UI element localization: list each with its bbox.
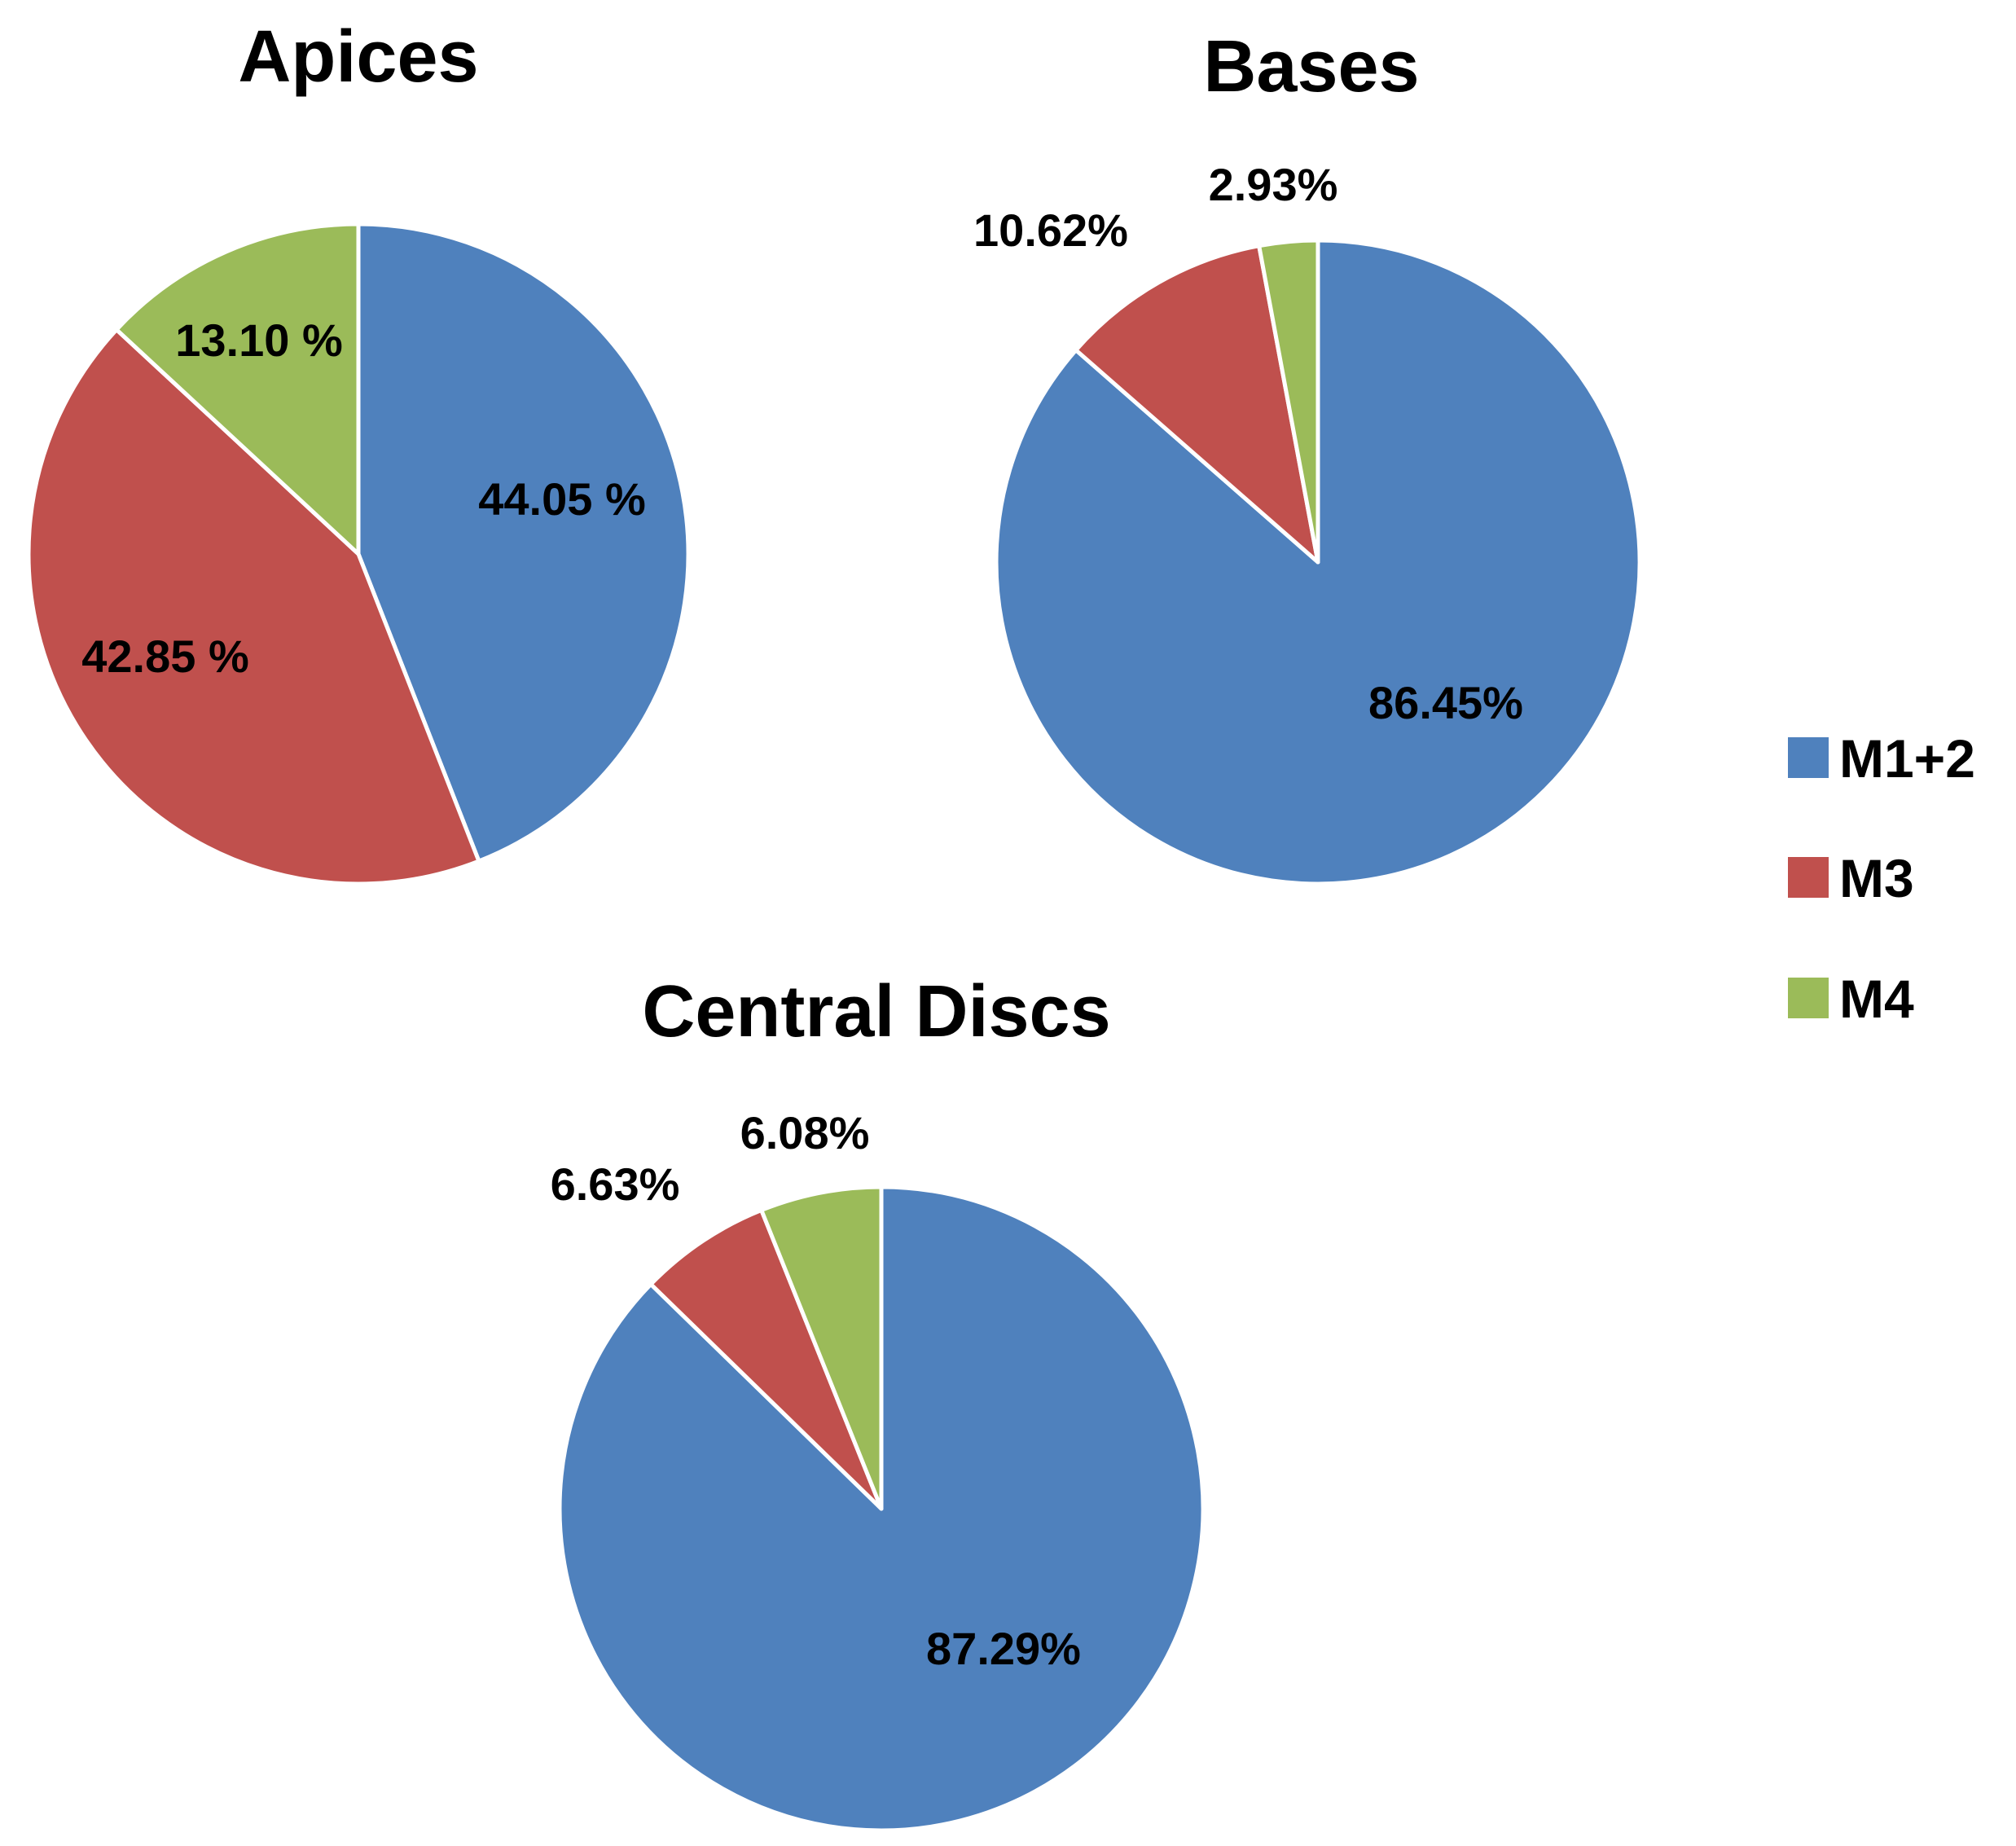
slice-label-central-m12: 87.29% [926,1623,1081,1674]
slice-label-central-m4: 6.08% [740,1107,870,1158]
legend-swatch-m4 [1788,978,1829,1018]
pie-slice-central-discs-m4 [759,1185,884,1511]
pie-slice-apices-m12 [356,222,691,864]
legend-item-m4: M4 [1788,969,1914,1029]
legend: M1+2 M3 M4 [1788,728,1975,1029]
legend-swatch-m12 [1788,737,1829,778]
legend-item-m3: M3 [1788,848,1914,908]
pie-chart-bases: Bases 86.45% 10.62% 2.93% [973,26,1642,886]
legend-label-m3: M3 [1839,848,1914,908]
pie-slices-central-discs [557,1185,1206,1833]
slice-label-bases-m12: 86.45% [1368,677,1523,728]
legend-item-m12: M1+2 [1788,728,1975,789]
pie-chart-apices: Apices 44.05 % 42.85 % 13.10 % [26,16,691,886]
legend-label-m12: M1+2 [1839,728,1975,789]
slice-label-central-m3: 6.63% [551,1158,680,1210]
legend-label-m4: M4 [1839,969,1914,1029]
pie-slice-apices-m3 [26,327,481,886]
legend-swatch-m3 [1788,857,1829,898]
slice-label-bases-m4: 2.93% [1209,159,1338,210]
chart-title-central-discs: Central Discs [642,971,1110,1053]
pie-chart-central-discs: Central Discs 87.29% 6.63% 6.08% [551,971,1206,1833]
pie-slices-bases [994,238,1642,886]
slice-label-apices-m4: 13.10 % [175,314,343,366]
pie-slices-apices [26,222,691,886]
slice-label-bases-m3: 10.62% [973,204,1128,256]
pie-slice-apices-m4 [114,222,361,556]
chart-title-apices: Apices [238,16,478,98]
slice-label-apices-m12: 44.05 % [478,473,646,525]
pie-slice-bases-m3 [1074,244,1320,565]
slice-label-apices-m3: 42.85 % [81,631,249,682]
pie-slice-bases-m4 [1257,238,1320,565]
chart-title-bases: Bases [1203,26,1419,108]
pie-slice-central-discs-m3 [648,1207,884,1511]
